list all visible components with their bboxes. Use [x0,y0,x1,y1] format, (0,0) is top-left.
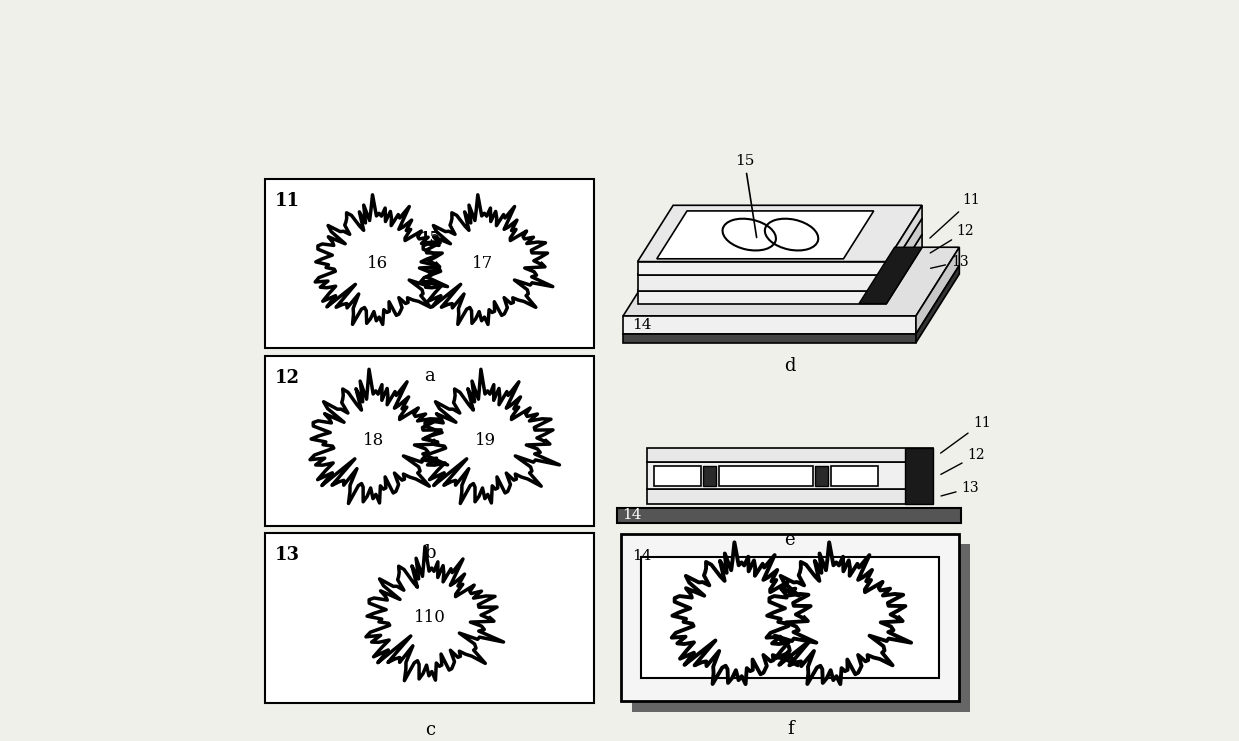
Polygon shape [767,542,911,684]
Text: 13: 13 [942,481,979,496]
Text: 18: 18 [363,432,384,449]
Text: 15: 15 [735,154,757,237]
Text: 13: 13 [275,546,300,564]
Polygon shape [420,195,553,325]
Polygon shape [657,211,873,259]
Bar [720,465,813,486]
Text: 14: 14 [632,318,652,332]
Polygon shape [623,316,916,334]
Text: 11: 11 [930,193,980,238]
Text: 12: 12 [275,369,300,387]
Bar [815,465,829,486]
Polygon shape [886,219,922,290]
Text: d: d [784,357,795,375]
Polygon shape [916,265,959,342]
Text: 12: 12 [940,448,985,474]
Polygon shape [366,546,503,681]
Polygon shape [422,255,453,272]
Polygon shape [638,234,922,290]
Text: a: a [424,367,435,385]
Bar [642,557,939,678]
Bar [621,534,959,701]
Text: 16: 16 [367,255,388,272]
Polygon shape [638,205,922,262]
Polygon shape [886,234,922,304]
Bar [906,448,933,504]
Polygon shape [638,275,886,290]
Polygon shape [422,369,560,503]
Polygon shape [315,195,447,325]
Polygon shape [638,262,886,275]
Text: 19: 19 [475,432,496,449]
Bar [647,462,933,490]
Bar [647,448,933,462]
Text: 17: 17 [472,255,493,272]
Polygon shape [672,542,817,684]
Text: 11: 11 [940,416,991,453]
Text: 14: 14 [622,508,642,522]
Text: 12: 12 [930,225,974,253]
Text: b: b [424,544,435,562]
Bar [617,508,960,523]
Polygon shape [623,334,916,342]
Text: 13: 13 [930,255,969,269]
Bar [654,465,701,486]
Polygon shape [310,369,447,503]
Polygon shape [916,247,959,334]
Text: f: f [787,720,793,738]
Bar [265,533,595,702]
Bar [830,465,877,486]
Polygon shape [638,219,922,275]
Bar [632,545,970,712]
Text: 14: 14 [632,550,652,563]
Text: 15: 15 [419,230,440,245]
Text: 11: 11 [275,192,300,210]
Polygon shape [788,610,805,625]
Polygon shape [424,259,451,268]
Polygon shape [638,290,886,304]
Polygon shape [790,613,803,622]
Text: c: c [425,721,435,739]
Bar [265,356,595,525]
Bar [647,490,933,504]
Polygon shape [886,205,922,275]
Text: 110: 110 [414,609,446,626]
Bar [265,179,595,348]
Bar [704,465,716,486]
Polygon shape [623,247,959,316]
Text: e: e [784,531,794,548]
Polygon shape [859,247,922,304]
